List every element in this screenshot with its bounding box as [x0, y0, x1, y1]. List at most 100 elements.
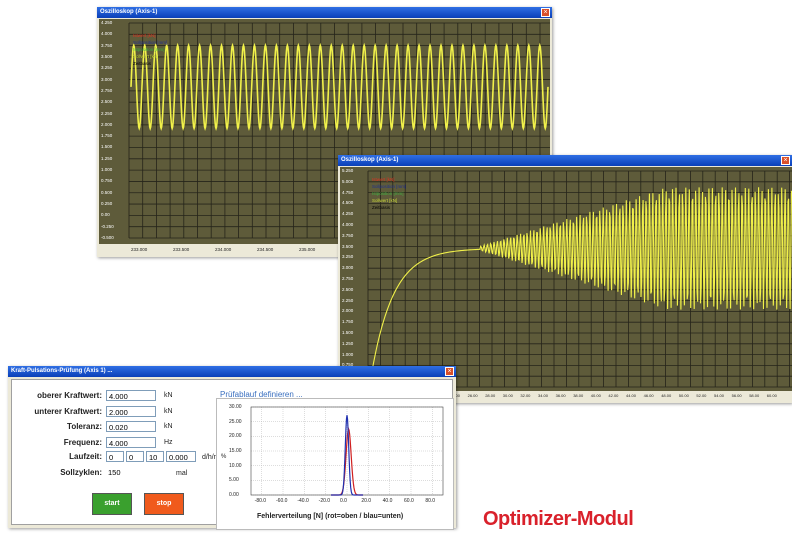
- y-tick-label: 5.250: [342, 168, 354, 173]
- hist-y-tick: 5.00: [229, 477, 239, 484]
- laufzeit-label: Laufzeit:: [69, 452, 102, 461]
- x-tick-label: 235.000: [299, 247, 316, 252]
- hist-x-tick: 0.0: [340, 498, 347, 504]
- hist-x-tick: -20.0: [318, 498, 331, 504]
- x-tick-label: 233.000: [131, 247, 148, 252]
- oscilloscope-trace-2: [367, 170, 792, 388]
- pruefablauf-title: Prüfablauf definieren ...: [220, 390, 303, 399]
- hist-x-tick: 80.0: [425, 498, 436, 504]
- y-tick-label: 1.250: [101, 155, 113, 161]
- x-tick-label: 48.00: [661, 393, 672, 398]
- close-icon[interactable]: ×: [781, 156, 790, 165]
- legend-entry: Sollposition [mm]: [133, 40, 168, 45]
- y-tick-label: 4.000: [342, 222, 354, 227]
- y-tick-label: 4.250: [342, 211, 354, 217]
- y-tick-label: 5.000: [342, 178, 354, 184]
- y-tick-label: 2.000: [101, 121, 113, 127]
- y-tick-label: 2.250: [342, 297, 354, 303]
- laufzeit-days[interactable]: 0: [106, 451, 124, 462]
- field-input[interactable]: 4.000: [106, 390, 156, 401]
- x-tick-label: 50.00: [678, 393, 689, 398]
- close-icon[interactable]: ×: [541, 8, 550, 17]
- hist-x-tick: -40.0: [297, 498, 309, 504]
- hist-xlabel: Fehlerverteilung [N] (rot=oben / blau=un…: [257, 513, 404, 520]
- hist-ylabel: %: [221, 454, 227, 460]
- y-tick-label: 3.000: [342, 265, 354, 271]
- hist-y-tick: 30.00: [229, 404, 242, 410]
- y-tick-label: 4.500: [342, 200, 354, 206]
- legend-entry: Zeitbasis: [372, 205, 391, 210]
- sollzyklen-unit: mal: [176, 470, 188, 477]
- legend-entry: Zeitbasis: [133, 61, 152, 66]
- field-unit: Hz: [164, 438, 173, 446]
- close-icon[interactable]: ×: [445, 367, 454, 376]
- x-tick-label: 40.00: [590, 393, 601, 398]
- field-label: oberer Kraftwert:: [37, 391, 102, 400]
- y-tick-label: 3.500: [101, 53, 113, 59]
- laufzeit-hours[interactable]: 0: [126, 451, 144, 462]
- x-tick-label: 233.500: [173, 247, 190, 252]
- y-tick-label: 3.500: [342, 243, 354, 249]
- y-tick-label: 3.000: [101, 76, 113, 82]
- y-tick-label: 2.500: [101, 99, 113, 105]
- x-tick-label: 32.00: [520, 393, 531, 398]
- start-button[interactable]: start: [92, 493, 132, 515]
- x-tick-label: 42.00: [608, 393, 619, 398]
- hist-x-tick: 20.0: [361, 498, 372, 504]
- sollzyklen-field[interactable]: 150: [108, 468, 121, 477]
- y-tick-label: 1.500: [101, 144, 113, 150]
- y-tick-label: 3.750: [101, 42, 113, 48]
- y-tick-label: 2.750: [342, 276, 354, 281]
- y-tick-label: -0.500: [101, 235, 114, 240]
- legend-entry: Istposition [mm]: [372, 191, 404, 196]
- x-tick-label: 54.00: [714, 393, 725, 398]
- field-input[interactable]: 0.020: [106, 421, 156, 432]
- hist-y-tick: 10.00: [229, 462, 242, 469]
- y-tick-label: 3.750: [342, 232, 354, 238]
- x-tick-label: 58.00: [749, 393, 760, 398]
- y-tick-label: 3.250: [101, 65, 113, 71]
- laufzeit-minutes[interactable]: 10: [146, 451, 164, 462]
- hist-x-tick: 40.0: [382, 498, 393, 504]
- y-tick-label: 1.750: [342, 319, 354, 325]
- oscilloscope-window-2: Oszilloskop (Axis-1) × 5.250 5.000 4.750 4.…: [338, 155, 792, 403]
- y-tick-label: 4.750: [342, 189, 354, 195]
- oscilloscope-plot-2: 5.250 5.000 4.750 4.500 4.250 4.000 3.750 3.500…: [340, 167, 792, 391]
- x-tick-label: 34.00: [538, 393, 549, 398]
- x-tick-label: 234.000: [215, 247, 232, 252]
- field-label: unterer Kraftwert:: [34, 406, 102, 416]
- hist-blue-curve: [331, 415, 363, 496]
- error-histogram: 30.00 25.00 20.00 15.00 10.00 5.00 0.00 -80.0 -6…: [216, 398, 454, 530]
- y-tick-label: 2.750: [101, 87, 113, 93]
- y-tick-label: 2.000: [342, 308, 354, 314]
- legend-entry: Istwert [kN]: [372, 177, 395, 182]
- product-caption: Optimizer-Modul: [483, 508, 634, 530]
- histogram-plot: [250, 406, 444, 496]
- x-tick-label: 36.00: [555, 393, 566, 398]
- window-title[interactable]: Oszilloskop (Axis-1): [97, 7, 552, 18]
- x-tick-label: 56.00: [731, 393, 742, 398]
- hist-x-tick: 60.0: [404, 498, 414, 504]
- stop-button[interactable]: stop: [144, 493, 184, 515]
- y-tick-label: 3.250: [342, 254, 354, 260]
- hist-x-tick: -80.0: [254, 498, 267, 504]
- y-tick-label: 2.500: [342, 286, 354, 292]
- field-unit: kN: [164, 392, 173, 399]
- legend-entry: Sollposition [mm]: [372, 184, 407, 189]
- field-label: Toleranz:: [67, 422, 102, 431]
- x-tick-label: 26.00: [467, 393, 478, 398]
- y-tick-label: -0.250: [101, 223, 114, 229]
- field-input[interactable]: 4.000: [106, 436, 156, 448]
- x-tick-label: 44.00: [626, 393, 637, 398]
- window-title[interactable]: Oszilloskop (Axis-1): [338, 155, 792, 166]
- field-input[interactable]: 2.000: [106, 405, 156, 417]
- window-title[interactable]: Kraft-Pulsations-Prüfung (Axis 1) ...: [8, 366, 456, 377]
- x-tick-label: 28.00: [485, 393, 496, 398]
- hist-y-tick: 15.00: [229, 448, 242, 454]
- y-tick-label: 0.750: [101, 178, 113, 184]
- x-tick-label: 60.00: [766, 393, 777, 398]
- y-tick-label: 1.000: [342, 351, 354, 357]
- laufzeit-seconds[interactable]: 0.000: [166, 451, 196, 462]
- y-tick-label: 1.250: [342, 340, 354, 346]
- laufzeit-unit: d/h/m/s: [202, 454, 225, 461]
